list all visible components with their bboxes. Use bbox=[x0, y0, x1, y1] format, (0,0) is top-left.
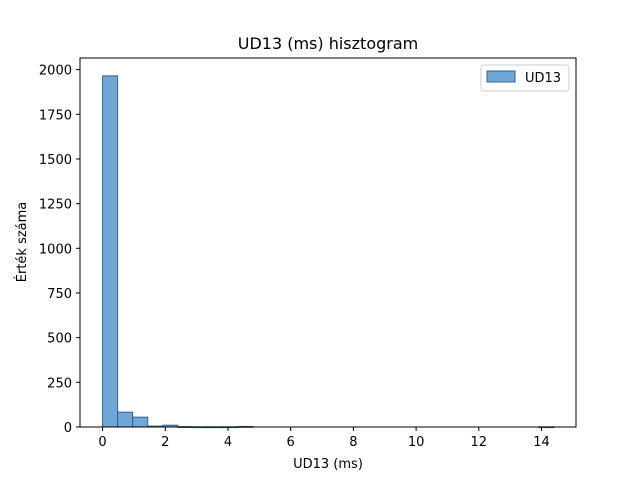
legend-swatch bbox=[486, 70, 516, 83]
y-tick-label: 1750 bbox=[39, 108, 72, 123]
x-tick-label: 10 bbox=[408, 435, 425, 450]
y-tick-label: 750 bbox=[47, 287, 72, 302]
histogram-bar bbox=[117, 411, 134, 428]
x-tick-label: 4 bbox=[224, 435, 232, 450]
x-tick-label: 2 bbox=[161, 435, 169, 450]
y-tick-label: 250 bbox=[47, 376, 72, 391]
x-tick-label: 8 bbox=[349, 435, 357, 450]
y-tick-label: 1500 bbox=[39, 153, 72, 168]
y-tick-label: 1250 bbox=[39, 198, 72, 213]
y-tick-label: 2000 bbox=[39, 64, 72, 79]
y-tick-label: 500 bbox=[47, 332, 72, 347]
histogram-bar bbox=[102, 75, 119, 428]
plot-frame bbox=[79, 57, 577, 428]
x-tick-label: 14 bbox=[533, 435, 550, 450]
x-tick-label: 6 bbox=[287, 435, 295, 450]
y-tick-label: 1000 bbox=[39, 242, 72, 257]
bars-group bbox=[102, 75, 555, 429]
x-axis-title: UD13 (ms) bbox=[293, 457, 363, 472]
legend-label: UD13 bbox=[525, 71, 561, 86]
x-tick-label: 0 bbox=[98, 435, 106, 450]
y-axis: 0 250 500 750 1000 1250 1500 1750 2000 bbox=[39, 64, 80, 436]
y-axis-title: Érték száma bbox=[14, 202, 30, 283]
x-tick-label: 12 bbox=[471, 435, 488, 450]
chart-title: UD13 (ms) hisztogram bbox=[238, 34, 418, 53]
y-tick-label: 0 bbox=[64, 421, 72, 436]
legend: UD13 bbox=[480, 64, 570, 92]
histogram-bar bbox=[132, 416, 149, 428]
x-axis: 0 2 4 6 8 10 12 14 bbox=[98, 427, 550, 450]
